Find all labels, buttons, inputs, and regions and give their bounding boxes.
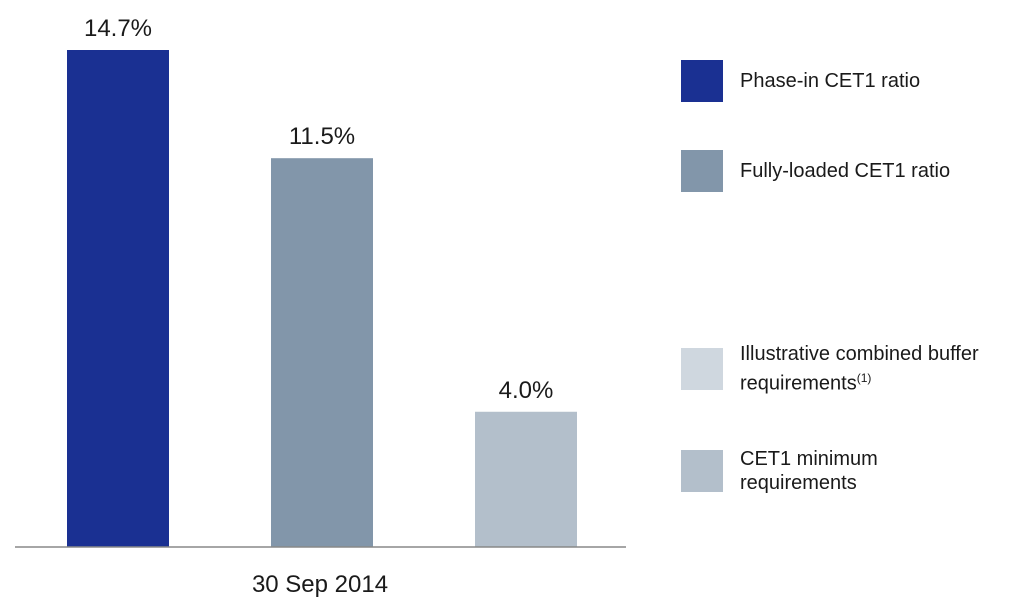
legend-label: CET1 minimum requirements [740, 447, 1000, 495]
legend-label: Illustrative combined buffer requirement… [740, 342, 1000, 396]
x-tick-label: 30 Sep 2014 [252, 571, 388, 598]
legend-item: CET1 minimum requirements [681, 447, 1000, 495]
legend-swatch [681, 60, 723, 102]
value-label: 14.7% [84, 15, 152, 42]
legend-text: Phase-in CET1 ratio [740, 70, 921, 92]
legend-item: Fully-loaded CET1 ratio [681, 150, 1000, 192]
legend-text: CET1 minimum requirements [740, 448, 878, 494]
value-label: 11.5% [289, 123, 355, 150]
legend-swatch [681, 347, 723, 390]
legend-text: Fully-loaded CET1 ratio [740, 160, 951, 182]
bar [271, 158, 373, 547]
legend-label: Phase-in CET1 ratio [740, 69, 1000, 93]
legend-swatch [681, 150, 723, 192]
legend-text: Illustrative combined buffer requirement… [740, 343, 979, 395]
legend-item: Phase-in CET1 ratio [681, 60, 1000, 102]
legend-item: Illustrative combined buffer requirement… [681, 342, 1000, 396]
legend-swatch [681, 450, 723, 492]
bar [67, 50, 169, 547]
legend-label: Fully-loaded CET1 ratio [740, 159, 1000, 183]
bar [475, 411, 577, 547]
value-label: 4.0% [499, 377, 554, 404]
footnote-mark: (1) [856, 371, 872, 385]
